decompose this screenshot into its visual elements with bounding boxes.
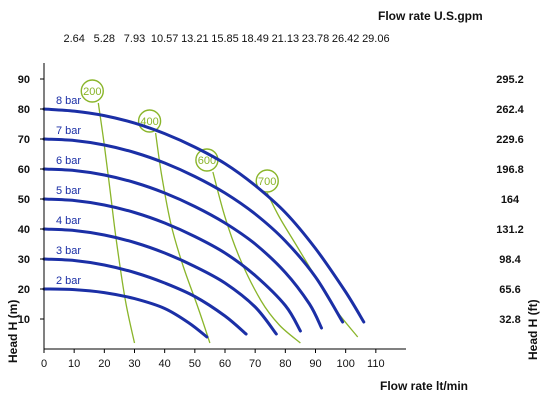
top-tick-label: 2.64 — [63, 33, 84, 45]
pressure-curve — [42, 107, 366, 324]
top-tick-label: 23.78 — [302, 33, 330, 45]
flow-curve-label: 200 — [83, 86, 101, 98]
x-axis-title: Flow rate lt/min — [380, 379, 468, 393]
y-tick-label: 80 — [18, 104, 30, 116]
top-tick-label: 13.21 — [181, 33, 209, 45]
y-tick-label: 40 — [18, 224, 30, 236]
flow-curve-600 — [212, 171, 301, 344]
pressure-curve-label: 6 bar — [56, 155, 81, 167]
top-tick-label: 29.06 — [362, 33, 390, 45]
y-tick-label: 70 — [18, 134, 30, 146]
pressure-curves: 2 bar 3 bar 4 bar 5 bar 6 bar 7 bar 8 bar — [42, 95, 366, 339]
pressure-curve-label: 3 bar — [56, 245, 81, 257]
top-tick-label: 7.93 — [124, 33, 145, 45]
top-tick-label: 26.42 — [332, 33, 360, 45]
pressure-curve-label: 8 bar — [56, 95, 81, 107]
right-tick-label: 164 — [501, 194, 520, 206]
right-tick-label: 131.2 — [496, 224, 524, 236]
top-tick-label: 10.57 — [151, 33, 179, 45]
x-tick-label: 90 — [309, 358, 321, 370]
x-tick-label: 100 — [336, 358, 354, 370]
pressure-curve — [42, 197, 302, 333]
flow-curve-700 — [266, 192, 359, 338]
y-axis-title: Head H (m) — [6, 300, 20, 363]
right-axis-title: Head H (ft) — [526, 299, 540, 360]
pressure-curve — [42, 167, 323, 330]
top-tick-label: 5.28 — [94, 33, 115, 45]
top-tick-label: 15.85 — [211, 33, 239, 45]
flow-curve-label: 700 — [258, 176, 276, 188]
x-tick-label: 20 — [98, 358, 110, 370]
top-tick-label: 18.49 — [241, 33, 269, 45]
y-tick-label: 20 — [18, 284, 30, 296]
top-axis-title: Flow rate U.S.gpm — [378, 9, 483, 23]
right-tick-label: 229.6 — [496, 134, 524, 146]
right-tick-label: 262.4 — [496, 104, 524, 116]
x-tick-label: 0 — [41, 358, 47, 370]
x-tick-label: 60 — [219, 358, 231, 370]
y-tick-label: 90 — [18, 74, 30, 86]
x-tick-label: 50 — [189, 358, 201, 370]
y-tick-label: 10 — [18, 314, 30, 326]
y-tick-label: 30 — [18, 254, 30, 266]
pressure-curve-label: 5 bar — [56, 185, 81, 197]
axes — [40, 63, 406, 353]
right-tick-label: 65.6 — [499, 284, 520, 296]
flow-curve-400 — [154, 132, 211, 344]
y-tick-label: 60 — [18, 164, 30, 176]
flow-curve-label-circle — [255, 169, 279, 193]
x-tick-label: 10 — [68, 358, 80, 370]
flow-curve-label-circle — [80, 79, 104, 103]
x-tick-label: 40 — [159, 358, 171, 370]
right-tick-label: 295.2 — [496, 74, 524, 86]
right-tick-label: 32.8 — [499, 314, 520, 326]
flow-curve-label: 600 — [198, 155, 216, 167]
y-tick-label: 50 — [18, 194, 30, 206]
pressure-curve — [42, 257, 248, 336]
x-tick-label: 80 — [279, 358, 291, 370]
pressure-curve-label: 7 bar — [56, 125, 81, 137]
pressure-curve — [42, 287, 209, 339]
pressure-curve-label: 4 bar — [56, 215, 81, 227]
pressure-curve-label: 2 bar — [56, 275, 81, 287]
x-tick-label: 30 — [128, 358, 140, 370]
pressure-curve — [42, 137, 345, 324]
x-tick-label: 70 — [249, 358, 261, 370]
pressure-curve — [42, 227, 278, 336]
x-tick-label: 110 — [367, 358, 385, 370]
flow-curve-200 — [97, 102, 136, 344]
right-tick-label: 196.8 — [496, 164, 524, 176]
top-tick-label: 21.13 — [272, 33, 300, 45]
right-tick-label: 98.4 — [499, 254, 521, 266]
tick-labels: 0 10 20 30 40 50 60 70 80 90 100 110 10 20 30 40 50 60 70 8… — [18, 33, 525, 370]
